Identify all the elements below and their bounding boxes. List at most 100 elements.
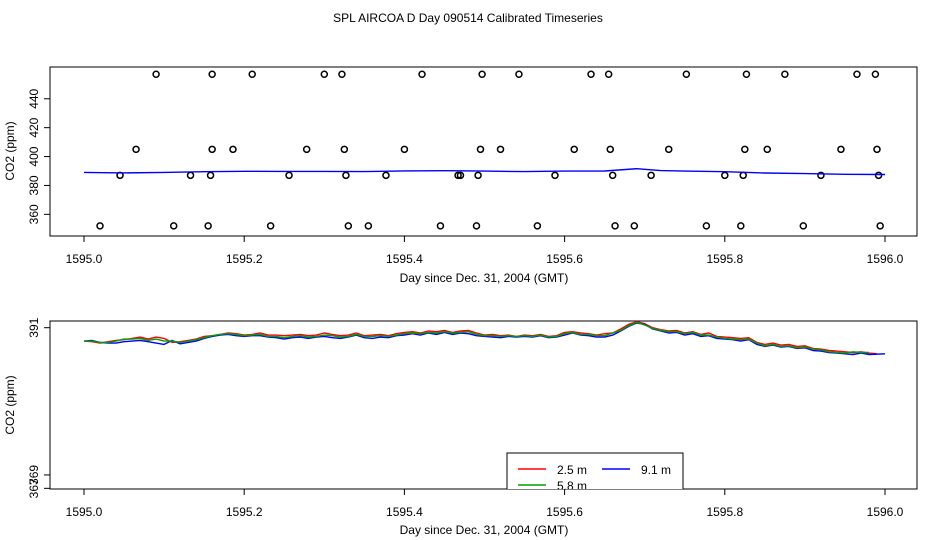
series-line-9-1-m (83, 322, 886, 356)
top-plot-area (83, 70, 886, 230)
x-tick-label: 1595.6 (546, 252, 583, 266)
outlier-point (737, 222, 745, 230)
bottom-x-axis: 1595.0 1595.2 1595.4 1595.6 1595.8 1596.0 (66, 489, 904, 519)
outlier-point (152, 70, 160, 78)
top-y-axis: 360 380 400 420 440 (27, 88, 50, 224)
x-tick-label: 1596.0 (867, 505, 904, 519)
outlier-point (702, 222, 711, 230)
y-tick-label: 369 (27, 465, 41, 485)
x-tick-label: 1595.8 (706, 505, 743, 519)
y-tick-label: 420 (27, 117, 41, 137)
y-tick-label: 367 (27, 478, 41, 498)
outlier-point (478, 70, 486, 78)
outlier-point (874, 171, 883, 180)
outlier-point (186, 171, 195, 180)
outlier-point (799, 222, 808, 230)
outlier-point (853, 70, 861, 78)
chart-title: SPL AIRCOA D Day 090514 Calibrated Times… (333, 11, 603, 25)
y-tick-label: 400 (27, 146, 41, 166)
series-line-5-8-m (84, 321, 869, 354)
outlier-point (456, 171, 465, 180)
outlier-point (476, 145, 485, 154)
outlier-point (206, 171, 215, 180)
outlier-point (320, 70, 329, 78)
top-x-axis-label: Day since Dec. 31, 2004 (GMT) (400, 271, 569, 285)
outlier-point (418, 70, 426, 78)
x-tick-label: 1595.0 (66, 252, 103, 266)
outlier-point (587, 70, 595, 78)
outlier-point (229, 145, 237, 154)
x-tick-label: 1595.8 (706, 252, 743, 266)
outlier-point (570, 145, 578, 154)
outlier-point (551, 171, 559, 180)
outlier-point (876, 222, 884, 230)
outlier-point (630, 222, 639, 230)
outlier-point (436, 222, 445, 230)
x-tick-label: 1595.4 (386, 252, 423, 266)
bottom-y-axis-label: CO2 (ppm) (3, 375, 17, 434)
top-x-axis: 1595.0 1595.2 1595.4 1595.6 1595.8 1596.0 (66, 236, 904, 266)
outlier-point (871, 70, 880, 78)
y-tick-label: 440 (27, 88, 41, 108)
legend-label-9-1m: 9.1 m (641, 463, 671, 477)
outlier-point (604, 70, 613, 78)
outlier-point (606, 145, 615, 154)
outlier-point (817, 171, 825, 180)
outlier-point (454, 171, 462, 180)
outlier-point (664, 145, 673, 154)
outlier-point (285, 171, 293, 180)
outlier-point (682, 70, 691, 78)
x-tick-label: 1596.0 (867, 252, 904, 266)
outlier-point (169, 222, 178, 230)
outlier-point (647, 171, 655, 180)
x-tick-label: 1595.4 (386, 505, 423, 519)
outlier-point (742, 70, 751, 78)
x-tick-label: 1595.0 (66, 505, 103, 519)
outlier-point (741, 145, 749, 154)
y-tick-label: 360 (27, 204, 41, 224)
bottom-plot-frame (49, 320, 918, 490)
x-tick-label: 1595.2 (226, 505, 263, 519)
top-y-axis-label: CO2 (ppm) (3, 121, 17, 180)
outlier-point (873, 145, 881, 154)
outlier-point (382, 171, 390, 180)
x-tick-label: 1595.6 (546, 505, 583, 519)
outlier-point (344, 222, 353, 230)
legend-box (506, 452, 684, 489)
x-tick-label: 1595.2 (226, 252, 263, 266)
outlier-point (739, 171, 747, 180)
outlier-point (837, 145, 845, 154)
legend-label-5-8m: 5.8 m (557, 479, 587, 493)
outlier-point (608, 171, 617, 180)
outlier-point (364, 222, 373, 230)
outlier-point (248, 70, 256, 78)
outlier-point (533, 222, 542, 230)
outlier-point (496, 145, 505, 154)
outlier-point (96, 222, 104, 230)
top-plot-frame (49, 66, 918, 237)
outlier-point (472, 222, 481, 230)
outlier-point (204, 222, 212, 230)
outlier-point (474, 171, 482, 180)
bottom-panel: 1595.0 1595.2 1595.4 1595.6 1595.8 1596.0 367… (3, 317, 918, 537)
legend: 2.5 m 9.1 m 5.8 m (506, 452, 684, 493)
top-panel: 1595.0 1595.2 1595.4 1595.6 1595.8 1596.0 360… (3, 66, 918, 285)
outlier-point (342, 171, 350, 180)
bottom-plot-area (83, 321, 886, 356)
y-tick-label: 380 (27, 175, 41, 195)
outlier-point (515, 70, 523, 78)
outlier-point (338, 70, 346, 78)
y-tick-label: 391 (27, 317, 41, 337)
outlier-point (721, 171, 729, 180)
outlier-point (302, 145, 311, 154)
outlier-point (266, 222, 275, 230)
outlier-point (208, 145, 216, 154)
outlier-point (400, 145, 409, 154)
legend-label-2-5m: 2.5 m (557, 463, 587, 477)
outlier-point (340, 145, 349, 154)
outlier-point (763, 145, 772, 154)
outlier-point (781, 70, 789, 78)
outlier-point (132, 145, 140, 154)
